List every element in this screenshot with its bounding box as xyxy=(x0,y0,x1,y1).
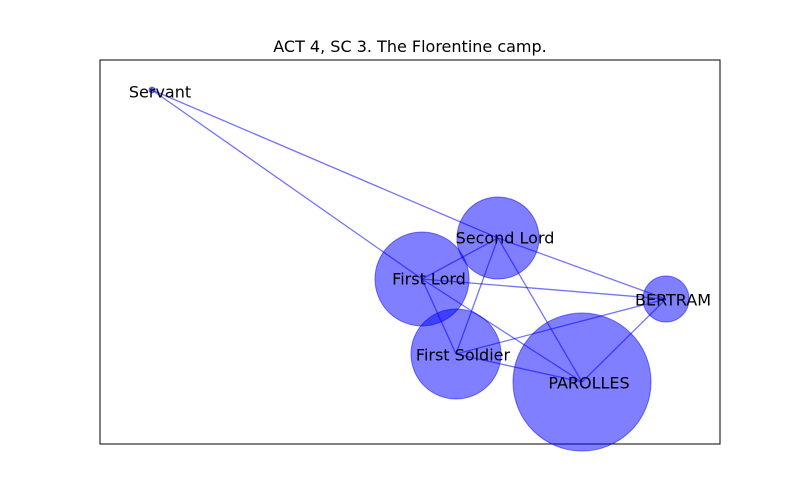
node-label-second-lord: Second Lord xyxy=(456,229,555,248)
edge-servant-second-lord xyxy=(151,89,499,239)
node-first-soldier xyxy=(410,308,502,400)
node-label-first-soldier: First Soldier xyxy=(416,346,511,365)
node-label-first-lord: First Lord xyxy=(392,270,466,289)
plot-frame xyxy=(99,59,721,445)
node-label-bertram: BERTRAM xyxy=(635,291,711,310)
label-layer: Servant Second Lord First Lord BERTRAM First… xyxy=(129,83,711,393)
edge-servant-first-lord xyxy=(151,89,423,280)
node-layer xyxy=(148,86,690,452)
node-second-lord xyxy=(456,196,540,280)
node-servant xyxy=(148,86,156,94)
diagram-title: ACT 4, SC 3. The Florentine camp. xyxy=(273,37,547,56)
node-label-parolles: PAROLLES xyxy=(548,374,629,393)
node-bertram xyxy=(642,275,690,323)
node-label-servant: Servant xyxy=(129,83,191,102)
node-parolles xyxy=(512,312,652,452)
